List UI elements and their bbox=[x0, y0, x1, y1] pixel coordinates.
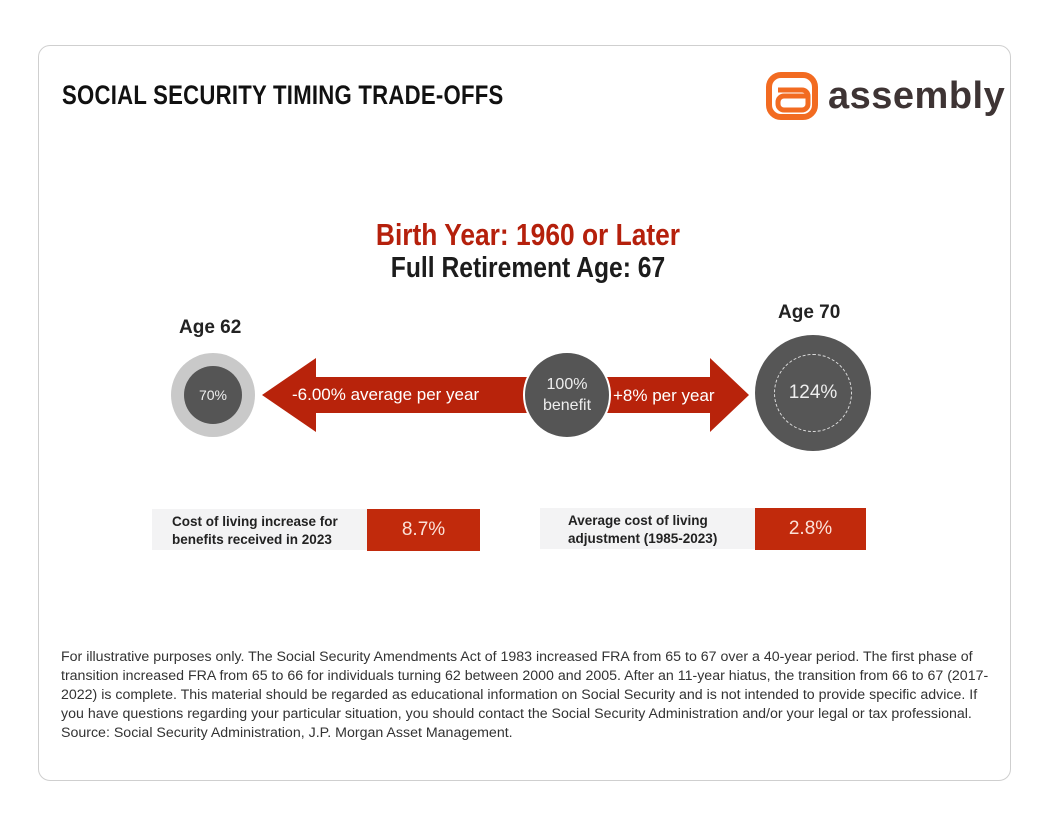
full-benefit-circle: 100% benefit bbox=[523, 351, 611, 439]
stat-label-2023: Cost of living increase for benefits rec… bbox=[152, 509, 367, 550]
full-benefit-label: benefit bbox=[542, 397, 592, 414]
fra-heading: Full Retirement Age: 67 bbox=[390, 252, 666, 284]
age-70-circle: 124% bbox=[755, 335, 871, 451]
age-62-outer-circle: 70% bbox=[171, 353, 255, 437]
stat-label-average: Average cost of living adjustment (1985-… bbox=[540, 508, 755, 549]
stat-value-2023: 8.7% bbox=[367, 509, 480, 551]
full-benefit-percent: 100% bbox=[546, 376, 588, 393]
left-arrow bbox=[262, 358, 530, 432]
age-62-label: Age 62 bbox=[179, 317, 242, 338]
source-text: Source: Social Security Administration, … bbox=[61, 725, 513, 741]
age-62-value: 70% bbox=[184, 366, 242, 424]
age-70-label: Age 70 bbox=[778, 302, 841, 323]
birth-year-heading: Birth Year: 1960 or Later bbox=[375, 217, 681, 252]
right-arrow bbox=[570, 358, 749, 432]
age-70-value: 124% bbox=[774, 354, 852, 432]
left-arrow-label: -6.00% average per year bbox=[292, 385, 480, 404]
footnote: For illustrative purposes only. The Soci… bbox=[61, 648, 991, 743]
stat-value-average: 2.8% bbox=[755, 508, 866, 550]
right-arrow-label: +8% per year bbox=[613, 386, 715, 405]
assembly-logo-icon bbox=[766, 72, 818, 120]
logo-text: assembly bbox=[828, 74, 1006, 117]
page-title: SOCIAL SECURITY TIMING TRADE-OFFS bbox=[62, 80, 504, 110]
assembly-logo: assembly bbox=[766, 70, 1005, 122]
footnote-text: For illustrative purposes only. The Soci… bbox=[61, 649, 989, 722]
